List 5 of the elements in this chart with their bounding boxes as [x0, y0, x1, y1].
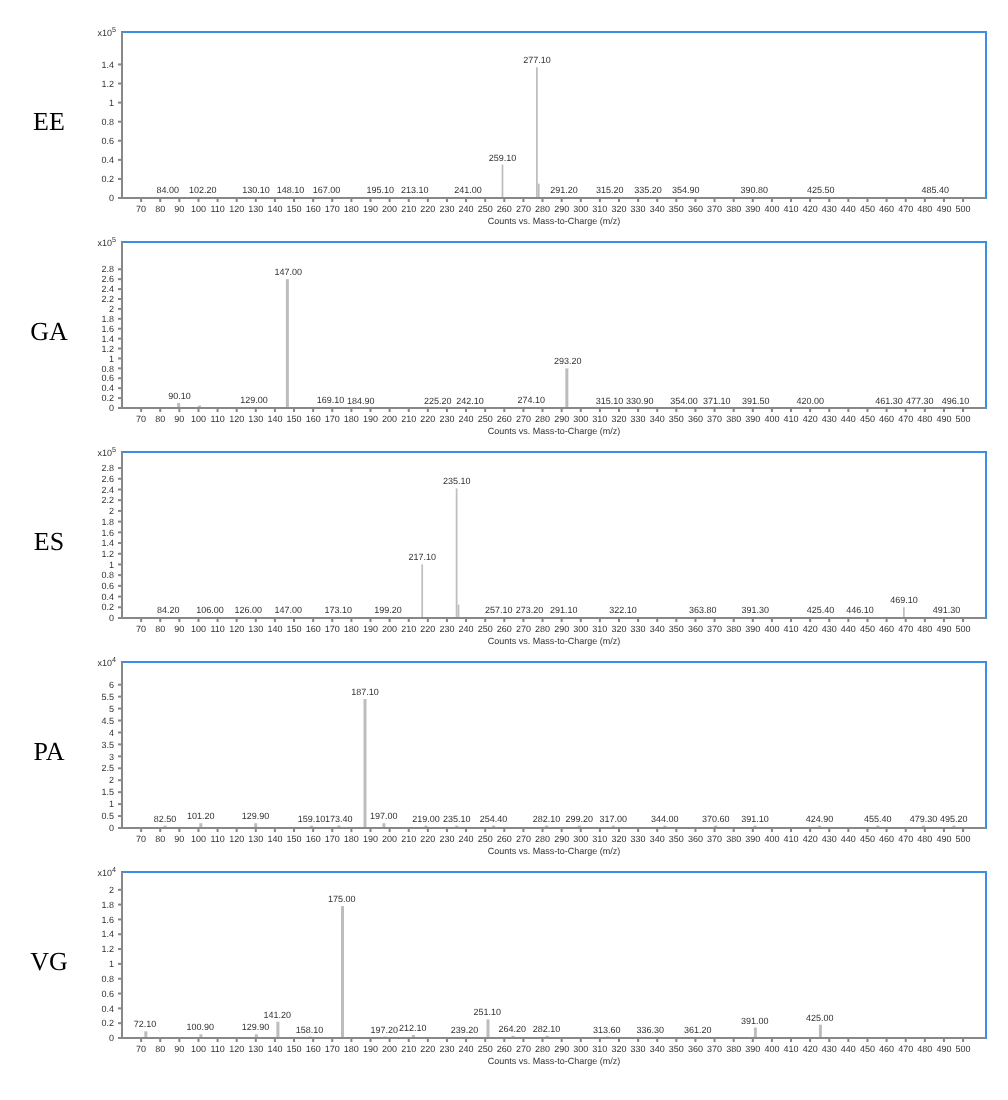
text: ES: [31, 525, 67, 557]
text: EE: [31, 105, 67, 137]
text: VG: [28, 945, 70, 977]
text: GA: [28, 315, 70, 347]
text: PA: [31, 735, 67, 767]
